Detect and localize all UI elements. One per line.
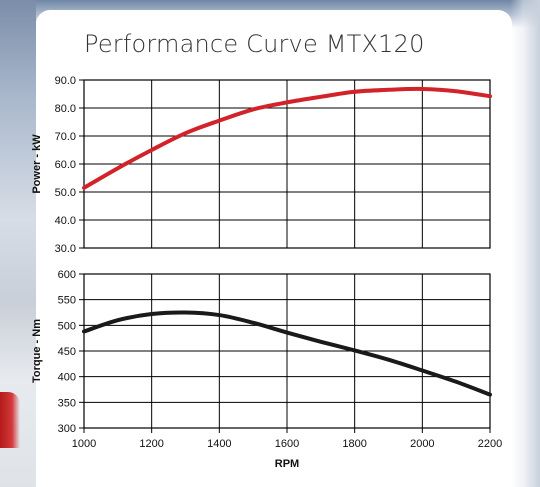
- torque-ytick-label-4: 500: [58, 320, 76, 332]
- power-ytick-label-4: 70.0: [55, 131, 76, 143]
- power-ytick-label-5: 80.0: [55, 103, 76, 115]
- power-ytick-label-3: 60.0: [55, 159, 76, 171]
- power-ytick-label-2: 50.0: [55, 187, 76, 199]
- torque-ytick-label-1: 350: [58, 397, 76, 409]
- torque-y-axis-label: Torque - Nm: [31, 319, 43, 383]
- torque-ytick-label-2: 400: [58, 372, 76, 384]
- torque-ytick-label-0: 300: [58, 423, 76, 435]
- x-axis-label: RPM: [275, 458, 299, 470]
- background-red-accent: [0, 392, 20, 448]
- power-ytick-label-0: 30.0: [55, 243, 76, 255]
- x-tick-label-4: 1800: [342, 438, 366, 450]
- x-tick-label-0: 1000: [72, 438, 96, 450]
- x-tick-label-5: 2000: [410, 438, 434, 450]
- power-plot-frame: [83, 79, 491, 249]
- x-tick-label-2: 1400: [207, 438, 231, 450]
- x-tick-label-1: 1200: [139, 438, 163, 450]
- torque-panel: 300 350 400 450 500 550 600 Torque - Nm 1000 1200…: [31, 269, 502, 450]
- power-y-axis-label: Power - kW: [31, 134, 43, 194]
- power-ytick-label-1: 40.0: [55, 215, 76, 227]
- background-right-band: [510, 0, 540, 487]
- torque-ytick-label-5: 550: [58, 295, 76, 307]
- power-ytick-label-6: 90.0: [55, 75, 76, 87]
- x-tick-label-3: 1600: [275, 438, 299, 450]
- torque-ytick-label-3: 450: [58, 346, 76, 358]
- power-panel: 30.0 40.0 50.0 60.0 70.0 80.0 90.0 Power - kW: [31, 75, 492, 255]
- torque-series-line-0: [82, 310, 492, 397]
- chart-title: Performance Curve MTX120: [84, 30, 425, 58]
- power-series-line-0: [82, 86, 492, 190]
- torque-ytick-label-6: 600: [58, 269, 76, 281]
- x-tick-label-6: 2200: [478, 438, 502, 450]
